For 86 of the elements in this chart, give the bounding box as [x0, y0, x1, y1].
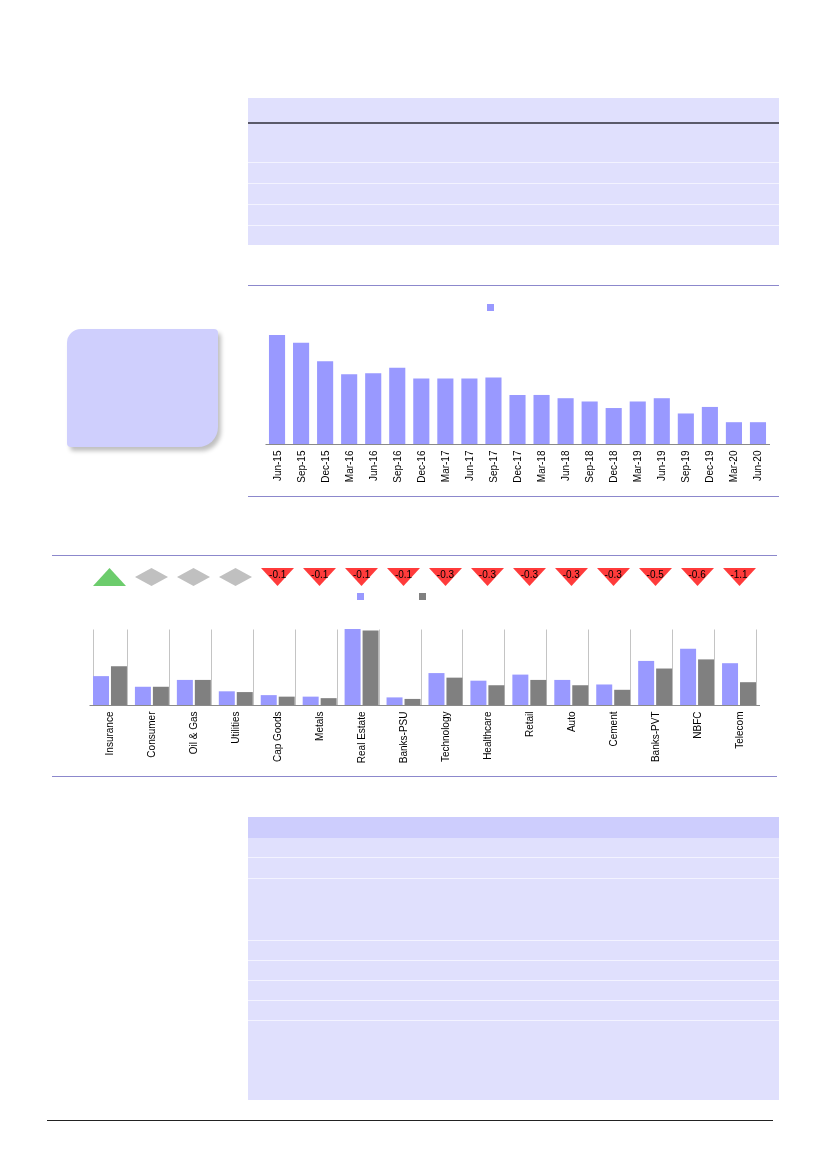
bar — [749, 422, 767, 444]
x-tick-label: Sep-18 — [584, 450, 596, 483]
x-tick-label: Jun-15 — [271, 450, 283, 482]
bar — [701, 406, 718, 444]
x-tick-label: Utilities — [230, 711, 242, 744]
bar — [461, 378, 478, 444]
x-tick-label: Sep-17 — [487, 450, 499, 483]
bar — [389, 367, 406, 444]
x-tick-label: Mar-16 — [343, 450, 355, 483]
text: -0.6 — [688, 569, 707, 580]
x-tick-label: Telecom — [733, 711, 745, 749]
bar — [512, 674, 529, 705]
x-tick-label: Dec-16 — [415, 450, 427, 483]
text: -0.5 — [646, 569, 665, 580]
x-tick-label: NBFC — [691, 711, 703, 739]
text: -1.1 — [730, 569, 749, 580]
x-tick-label: Consumer — [146, 710, 158, 758]
x-tick-label: Dec-15 — [319, 450, 331, 483]
bar — [722, 663, 739, 705]
bar — [268, 335, 286, 444]
bar — [557, 398, 574, 444]
x-tick-label: Dec-18 — [608, 450, 620, 483]
text: -0.3 — [520, 569, 539, 580]
bar — [680, 648, 697, 705]
bar — [92, 676, 109, 705]
bar — [470, 680, 487, 705]
bar — [533, 394, 550, 444]
x-tick-label: Retail — [523, 711, 535, 738]
bar — [605, 408, 622, 444]
x-tick-label: Healthcare — [481, 711, 493, 760]
bar — [509, 394, 526, 444]
x-tick-label: Cap Goods — [272, 711, 284, 763]
bar — [344, 629, 361, 705]
text: -0.3 — [436, 569, 455, 580]
x-tick-label: Mar-17 — [439, 450, 451, 483]
x-tick-label: Technology — [439, 711, 451, 763]
bar — [725, 422, 742, 444]
bar — [341, 374, 358, 444]
bar — [677, 413, 694, 444]
x-tick-label: Jun-19 — [656, 450, 668, 482]
text: -0.1 — [311, 569, 329, 580]
x-tick-label: Cement — [607, 711, 619, 747]
bar — [260, 695, 277, 705]
x-tick-label: Jun-16 — [367, 450, 379, 482]
text: -0.3 — [562, 569, 581, 580]
text: -0.1 — [352, 569, 371, 580]
bar — [428, 673, 445, 705]
text: -0.1 — [269, 569, 287, 580]
x-tick-label: Auto — [565, 711, 577, 733]
bar — [176, 679, 193, 705]
bar — [386, 697, 403, 705]
x-tick-label: Metals — [314, 711, 326, 741]
bar — [293, 342, 310, 444]
bar — [581, 401, 598, 444]
bar — [554, 679, 571, 705]
text: -0.1 — [394, 569, 413, 580]
bar — [218, 691, 235, 705]
x-tick-label: Dec-17 — [512, 450, 523, 483]
x-tick-label: Mar-20 — [728, 450, 740, 483]
bar — [485, 377, 502, 444]
x-tick-label: Jun-20 — [752, 450, 764, 482]
x-tick-label: Insurance — [104, 711, 116, 756]
x-tick-label: Jun-17 — [463, 450, 475, 482]
bar — [437, 378, 454, 444]
text: -0.3 — [604, 569, 623, 580]
bar — [653, 398, 670, 444]
x-tick-label: Mar-19 — [632, 450, 644, 483]
bar — [596, 684, 613, 705]
x-tick-label: Banks-PSU — [398, 711, 410, 764]
bar — [629, 401, 646, 444]
x-tick-label: Dec-19 — [704, 450, 716, 483]
bar — [134, 686, 151, 705]
x-tick-label: Sep-19 — [680, 450, 692, 483]
bar — [413, 378, 430, 444]
bar — [317, 361, 334, 444]
x-tick-label: Sep-16 — [391, 450, 403, 483]
bar — [365, 373, 382, 444]
x-tick-label: Oil & Gas — [188, 711, 200, 755]
text: -0.3 — [478, 569, 497, 580]
x-tick-label: Real Estate — [356, 711, 368, 764]
bar — [638, 660, 655, 705]
x-tick-label: Jun-18 — [560, 450, 572, 482]
x-tick-label: Mar-18 — [536, 450, 548, 483]
bar — [302, 696, 319, 705]
x-tick-label: Sep-15 — [295, 450, 307, 483]
x-tick-label: Banks-PVT — [649, 711, 661, 763]
